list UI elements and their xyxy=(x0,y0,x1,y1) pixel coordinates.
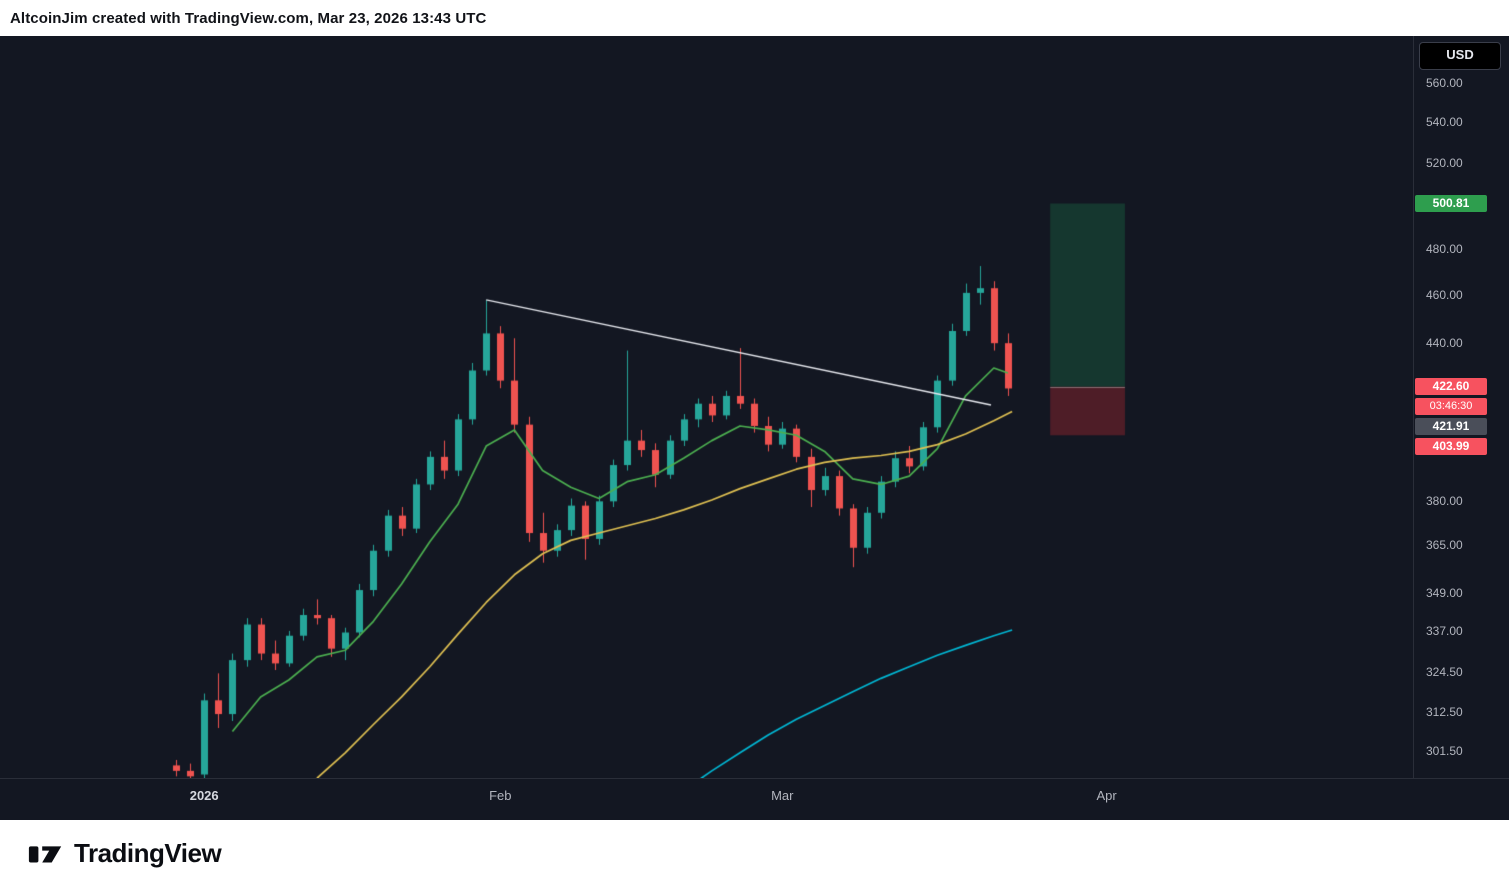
price-label-countdown: 03:46:30 xyxy=(1415,397,1487,415)
price-tick-label: 460.00 xyxy=(1426,288,1463,303)
tradingview-logo-icon xyxy=(28,845,62,863)
tradingview-logo-link[interactable]: TradingView xyxy=(27,838,222,869)
price-tick-label: 520.00 xyxy=(1426,155,1463,170)
tradingview-wordmark: TradingView xyxy=(74,838,222,868)
price-tick-label: 337.00 xyxy=(1426,623,1463,638)
price-tick-label: 560.00 xyxy=(1426,76,1463,90)
price-tick-label: 312.50 xyxy=(1426,705,1463,720)
time-axis[interactable]: 2026 Feb Mar Apr xyxy=(0,778,1509,820)
chart-area[interactable]: USD 560.00 540.00 520.00 480.00 460.00 440.00… xyxy=(0,36,1509,820)
price-label-last-price: 422.60 xyxy=(1415,377,1487,395)
attribution-text: AltcoinJim created with TradingView.com,… xyxy=(10,9,487,27)
time-tick-label: 2026 xyxy=(189,788,219,803)
price-tick-label: 540.00 xyxy=(1426,115,1463,130)
price-tick-label: 380.00 xyxy=(1426,494,1463,509)
price-tick-label: 440.00 xyxy=(1426,336,1463,351)
price-label-target[interactable]: 500.81 xyxy=(1415,194,1487,212)
price-tick-label: 480.00 xyxy=(1426,242,1463,257)
price-tick-label: 349.00 xyxy=(1426,586,1463,601)
price-label-entry[interactable]: 421.91 xyxy=(1415,417,1487,435)
price-label-stop[interactable]: 403.99 xyxy=(1415,437,1487,455)
price-axis[interactable]: USD 560.00 540.00 520.00 480.00 460.00 440.00… xyxy=(1413,36,1509,778)
footer: TradingView xyxy=(0,820,1509,887)
price-chart-canvas[interactable] xyxy=(0,36,1413,778)
attribution-bar: AltcoinJim created with TradingView.com,… xyxy=(0,0,1509,36)
price-tick-label: 324.50 xyxy=(1426,664,1463,679)
price-tick-label: 301.50 xyxy=(1426,744,1463,758)
time-tick-label: Apr xyxy=(1096,788,1117,803)
time-tick-label: Mar xyxy=(771,788,794,803)
currency-toggle-button[interactable]: USD xyxy=(1419,42,1501,70)
price-tick-label: 365.00 xyxy=(1426,537,1463,552)
time-tick-label: Feb xyxy=(489,788,512,803)
